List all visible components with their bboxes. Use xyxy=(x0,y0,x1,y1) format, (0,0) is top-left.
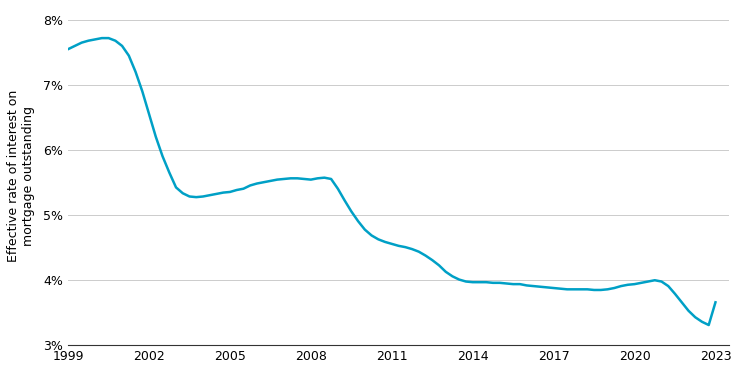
Y-axis label: Effective rate of interest on
mortgage outstanding: Effective rate of interest on mortgage o… xyxy=(7,90,35,262)
